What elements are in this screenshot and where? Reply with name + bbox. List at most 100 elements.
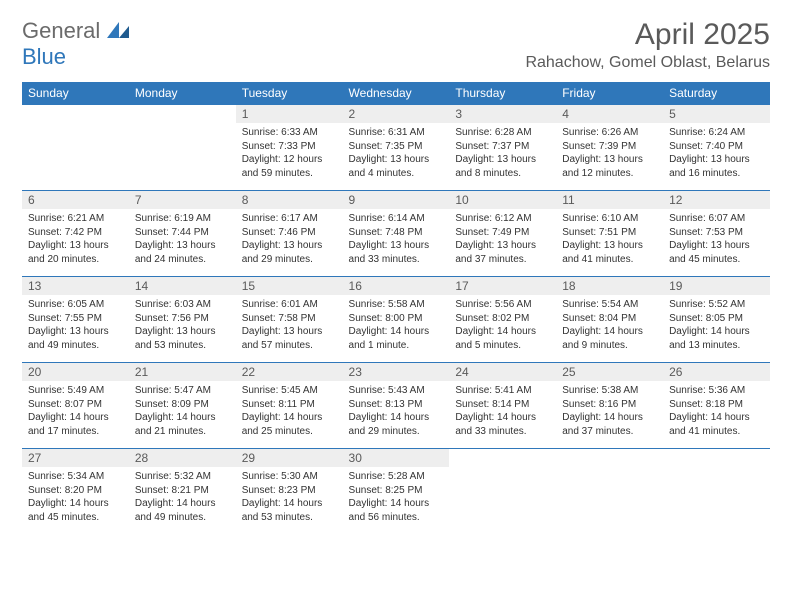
daylight-text: Daylight: 14 hours and 29 minutes. bbox=[349, 411, 444, 438]
calendar-content-row: Sunrise: 5:49 AMSunset: 8:07 PMDaylight:… bbox=[22, 381, 770, 449]
weekday-saturday: Saturday bbox=[663, 82, 770, 105]
day-cell: Sunrise: 6:33 AMSunset: 7:33 PMDaylight:… bbox=[236, 123, 343, 191]
day-cell: Sunrise: 6:03 AMSunset: 7:56 PMDaylight:… bbox=[129, 295, 236, 363]
month-title: April 2025 bbox=[525, 18, 770, 52]
day-cell: Sunrise: 6:31 AMSunset: 7:35 PMDaylight:… bbox=[343, 123, 450, 191]
sunset-text: Sunset: 8:09 PM bbox=[135, 398, 230, 412]
sunrise-text: Sunrise: 5:45 AM bbox=[242, 384, 337, 398]
sunrise-text: Sunrise: 6:03 AM bbox=[135, 298, 230, 312]
daylight-text: Daylight: 13 hours and 49 minutes. bbox=[28, 325, 123, 352]
day-number: 11 bbox=[556, 191, 663, 210]
calendar-body: 12345Sunrise: 6:33 AMSunset: 7:33 PMDayl… bbox=[22, 105, 770, 535]
day-cell: Sunrise: 5:47 AMSunset: 8:09 PMDaylight:… bbox=[129, 381, 236, 449]
sunrise-text: Sunrise: 6:17 AM bbox=[242, 212, 337, 226]
calendar-daynum-row: 6789101112 bbox=[22, 191, 770, 210]
calendar-table: Sunday Monday Tuesday Wednesday Thursday… bbox=[22, 82, 770, 534]
sunset-text: Sunset: 8:25 PM bbox=[349, 484, 444, 498]
sunset-text: Sunset: 7:39 PM bbox=[562, 140, 657, 154]
day-cell: Sunrise: 5:58 AMSunset: 8:00 PMDaylight:… bbox=[343, 295, 450, 363]
day-cell: Sunrise: 6:24 AMSunset: 7:40 PMDaylight:… bbox=[663, 123, 770, 191]
day-cell bbox=[449, 467, 556, 534]
daylight-text: Daylight: 14 hours and 25 minutes. bbox=[242, 411, 337, 438]
sunset-text: Sunset: 7:35 PM bbox=[349, 140, 444, 154]
sunrise-text: Sunrise: 5:41 AM bbox=[455, 384, 550, 398]
logo-text-general: General bbox=[22, 18, 100, 43]
daylight-text: Daylight: 14 hours and 49 minutes. bbox=[135, 497, 230, 524]
day-number: 5 bbox=[663, 105, 770, 124]
day-number: 12 bbox=[663, 191, 770, 210]
daylight-text: Daylight: 14 hours and 17 minutes. bbox=[28, 411, 123, 438]
sunrise-text: Sunrise: 6:24 AM bbox=[669, 126, 764, 140]
sunset-text: Sunset: 7:51 PM bbox=[562, 226, 657, 240]
daylight-text: Daylight: 13 hours and 29 minutes. bbox=[242, 239, 337, 266]
day-cell: Sunrise: 6:19 AMSunset: 7:44 PMDaylight:… bbox=[129, 209, 236, 277]
sunset-text: Sunset: 7:49 PM bbox=[455, 226, 550, 240]
sunset-text: Sunset: 7:37 PM bbox=[455, 140, 550, 154]
daylight-text: Daylight: 14 hours and 21 minutes. bbox=[135, 411, 230, 438]
sunrise-text: Sunrise: 6:14 AM bbox=[349, 212, 444, 226]
day-cell bbox=[22, 123, 129, 191]
day-number: 1 bbox=[236, 105, 343, 124]
sunrise-text: Sunrise: 6:19 AM bbox=[135, 212, 230, 226]
weekday-sunday: Sunday bbox=[22, 82, 129, 105]
sunrise-text: Sunrise: 6:12 AM bbox=[455, 212, 550, 226]
sunset-text: Sunset: 7:56 PM bbox=[135, 312, 230, 326]
day-cell: Sunrise: 5:54 AMSunset: 8:04 PMDaylight:… bbox=[556, 295, 663, 363]
sunset-text: Sunset: 7:58 PM bbox=[242, 312, 337, 326]
daylight-text: Daylight: 13 hours and 20 minutes. bbox=[28, 239, 123, 266]
day-cell: Sunrise: 5:38 AMSunset: 8:16 PMDaylight:… bbox=[556, 381, 663, 449]
calendar-daynum-row: 13141516171819 bbox=[22, 277, 770, 296]
day-number bbox=[556, 449, 663, 468]
daylight-text: Daylight: 12 hours and 59 minutes. bbox=[242, 153, 337, 180]
sunset-text: Sunset: 7:42 PM bbox=[28, 226, 123, 240]
daylight-text: Daylight: 14 hours and 45 minutes. bbox=[28, 497, 123, 524]
daylight-text: Daylight: 13 hours and 8 minutes. bbox=[455, 153, 550, 180]
weekday-thursday: Thursday bbox=[449, 82, 556, 105]
day-number: 2 bbox=[343, 105, 450, 124]
day-cell: Sunrise: 6:07 AMSunset: 7:53 PMDaylight:… bbox=[663, 209, 770, 277]
calendar-daynum-row: 12345 bbox=[22, 105, 770, 124]
sunset-text: Sunset: 8:00 PM bbox=[349, 312, 444, 326]
day-cell: Sunrise: 5:43 AMSunset: 8:13 PMDaylight:… bbox=[343, 381, 450, 449]
sunrise-text: Sunrise: 6:05 AM bbox=[28, 298, 123, 312]
day-number: 24 bbox=[449, 363, 556, 382]
sunrise-text: Sunrise: 5:47 AM bbox=[135, 384, 230, 398]
day-cell: Sunrise: 5:45 AMSunset: 8:11 PMDaylight:… bbox=[236, 381, 343, 449]
sunrise-text: Sunrise: 6:01 AM bbox=[242, 298, 337, 312]
daylight-text: Daylight: 14 hours and 53 minutes. bbox=[242, 497, 337, 524]
header: General Blue April 2025 Rahachow, Gomel … bbox=[22, 18, 770, 72]
sunset-text: Sunset: 7:53 PM bbox=[669, 226, 764, 240]
day-number: 28 bbox=[129, 449, 236, 468]
daylight-text: Daylight: 13 hours and 12 minutes. bbox=[562, 153, 657, 180]
daylight-text: Daylight: 14 hours and 9 minutes. bbox=[562, 325, 657, 352]
day-number: 30 bbox=[343, 449, 450, 468]
sunset-text: Sunset: 8:20 PM bbox=[28, 484, 123, 498]
page: General Blue April 2025 Rahachow, Gomel … bbox=[0, 0, 792, 552]
sunset-text: Sunset: 8:18 PM bbox=[669, 398, 764, 412]
day-number: 20 bbox=[22, 363, 129, 382]
daylight-text: Daylight: 13 hours and 16 minutes. bbox=[669, 153, 764, 180]
logo: General Blue bbox=[22, 18, 129, 70]
day-cell: Sunrise: 5:34 AMSunset: 8:20 PMDaylight:… bbox=[22, 467, 129, 534]
daylight-text: Daylight: 13 hours and 45 minutes. bbox=[669, 239, 764, 266]
calendar-content-row: Sunrise: 6:05 AMSunset: 7:55 PMDaylight:… bbox=[22, 295, 770, 363]
sunrise-text: Sunrise: 5:54 AM bbox=[562, 298, 657, 312]
sunset-text: Sunset: 7:55 PM bbox=[28, 312, 123, 326]
sunset-text: Sunset: 8:21 PM bbox=[135, 484, 230, 498]
daylight-text: Daylight: 13 hours and 53 minutes. bbox=[135, 325, 230, 352]
sunset-text: Sunset: 7:48 PM bbox=[349, 226, 444, 240]
day-number: 13 bbox=[22, 277, 129, 296]
day-number: 10 bbox=[449, 191, 556, 210]
day-number: 21 bbox=[129, 363, 236, 382]
daylight-text: Daylight: 14 hours and 13 minutes. bbox=[669, 325, 764, 352]
day-cell: Sunrise: 6:12 AMSunset: 7:49 PMDaylight:… bbox=[449, 209, 556, 277]
day-number: 8 bbox=[236, 191, 343, 210]
calendar-daynum-row: 27282930 bbox=[22, 449, 770, 468]
day-number bbox=[129, 105, 236, 124]
daylight-text: Daylight: 14 hours and 5 minutes. bbox=[455, 325, 550, 352]
daylight-text: Daylight: 14 hours and 1 minute. bbox=[349, 325, 444, 352]
day-cell: Sunrise: 5:56 AMSunset: 8:02 PMDaylight:… bbox=[449, 295, 556, 363]
sunset-text: Sunset: 8:02 PM bbox=[455, 312, 550, 326]
sunset-text: Sunset: 8:11 PM bbox=[242, 398, 337, 412]
day-cell: Sunrise: 6:05 AMSunset: 7:55 PMDaylight:… bbox=[22, 295, 129, 363]
